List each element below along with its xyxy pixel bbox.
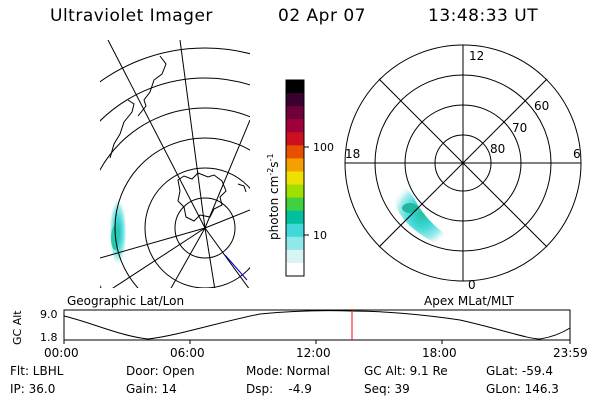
instrument-title: Ultraviolet Imager (50, 6, 213, 26)
colorbar-band (286, 171, 304, 186)
colorbar-band (286, 106, 304, 120)
colorbar-band (286, 145, 304, 159)
ip-info: IP: 36.0 (10, 382, 56, 396)
colorbar-tick-100: 100 (313, 141, 334, 154)
glon-info: GLon: 146.3 (486, 382, 559, 396)
time-label: 13:48:33 UT (428, 6, 539, 26)
colorbar-band (286, 210, 304, 225)
ytick-top: 9.0 (40, 308, 58, 321)
altitude-timeline (63, 309, 571, 344)
glat-info: GLat: -59.4 (486, 364, 553, 378)
mlt-label-12: 12 (469, 49, 484, 63)
apex-panel-label: Apex MLat/MLT (424, 294, 514, 308)
aurora-core-geo (111, 226, 119, 250)
xtick-2359: 23:59 (553, 346, 588, 360)
lat-label-80: 80 (490, 142, 505, 156)
geographic-panel-label: Geographic Lat/Lon (67, 294, 184, 308)
aurora-blob-apex (390, 180, 454, 248)
xtick-0600: 06:00 (170, 346, 205, 360)
gain-info: Gain: 14 (126, 382, 177, 396)
colorbar-band (286, 158, 304, 172)
mode-info: Mode: Normal (246, 364, 330, 378)
colorbar-band (286, 223, 304, 238)
door-info: Door: Open (126, 364, 195, 378)
date-label: 02 Apr 07 (278, 6, 366, 26)
colorbar-band (286, 249, 304, 264)
lat-label-70: 70 (512, 121, 527, 135)
colorbar-band (286, 80, 304, 94)
xtick-0000: 00:00 (44, 346, 79, 360)
altitude-curve (63, 310, 571, 340)
colorbar-band (286, 262, 304, 277)
lat-label-60: 60 (534, 99, 549, 113)
mlt-label-6: 6 (573, 147, 581, 161)
xtick-1200: 12:00 (296, 346, 331, 360)
geographic-map (100, 40, 250, 288)
timeline-ylabel: GC Alt (11, 310, 24, 345)
aurora-core-apex (402, 203, 418, 213)
colorbar-band (286, 236, 304, 251)
colorbar-band (286, 93, 304, 107)
gc-alt-info: GC Alt: 9.1 Re (364, 364, 448, 378)
colorbar-unit-label: photon cm-2s-1 (266, 153, 281, 240)
colorbar-band (286, 184, 304, 199)
colorbar-band (286, 132, 304, 146)
dsp-info: Dsp: -4.9 (246, 382, 312, 396)
mlt-label-18: 18 (345, 147, 360, 161)
mlt-label-0: 0 (468, 278, 476, 292)
filter-info: Flt: LBHL (10, 364, 64, 378)
colorbar (286, 80, 304, 277)
xtick-1800: 18:00 (422, 346, 457, 360)
colorbar-band (286, 197, 304, 212)
seq-info: Seq: 39 (364, 382, 410, 396)
colorbar-tick-10: 10 (313, 229, 327, 242)
apex-polar-plot (344, 44, 582, 282)
colorbar-band (286, 119, 304, 133)
ytick-bottom: 1.8 (40, 331, 58, 344)
